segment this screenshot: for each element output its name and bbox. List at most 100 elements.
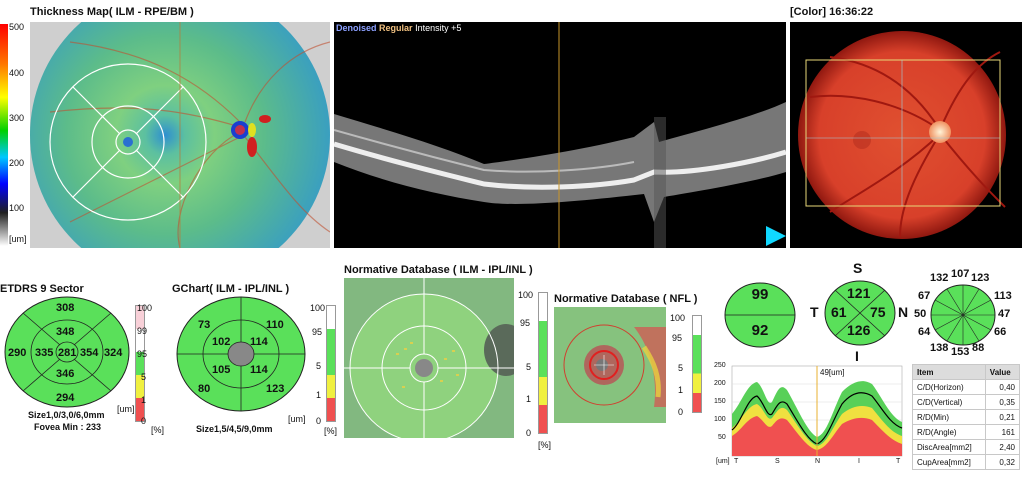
quadrant-n-value: 75 — [870, 304, 886, 320]
gchart-inner-tr: 114 — [250, 336, 268, 348]
percent-scale-1: 100 99 95 5 1 0 [%] — [135, 303, 173, 435]
pct3-tick-5: 5 — [526, 362, 532, 372]
clock-4: 66 — [994, 326, 1007, 338]
clock-hour-chart: 107 123 113 47 66 88 153 138 64 50 67 13… — [910, 266, 1016, 360]
tsnit-cursor-label: 49[um] — [820, 368, 845, 377]
table-cell-item: R/D(Angle) — [912, 424, 986, 440]
pct2-tick-1: 1 — [316, 390, 322, 400]
quadrant-circle — [824, 280, 896, 346]
scale-tick-200: 200 — [9, 158, 25, 168]
table-row: R/D(Min) 0,21 — [912, 409, 1021, 425]
tsnit-profile-chart: 49[um] 250 200 150 100 50 [um] T S N I T — [712, 362, 906, 472]
tsnit-x-s: S — [775, 458, 780, 465]
tsnit-y-150: 150 — [714, 398, 726, 405]
clock-7: 138 — [930, 342, 949, 354]
oct-bscan-panel[interactable]: Denoised Regular Intensity +5 — [334, 22, 786, 248]
thickness-map-image — [30, 22, 330, 248]
disc-parameters-table: Item Value C/D(Horizon) 0,40 C/D(Vertica… — [912, 364, 1021, 470]
quadrant-label-t: T — [810, 304, 819, 320]
gchart-grid — [176, 296, 306, 412]
normative-gcl-map[interactable] — [344, 278, 514, 438]
clock-12: 107 — [951, 268, 970, 280]
pct4-tick-1: 1 — [678, 385, 684, 395]
gchart-outer-br: 123 — [266, 383, 285, 395]
gchart-title: GChart( ILM - IPL/INL ) — [172, 283, 290, 295]
gchart-chart: 73 110 102 114 105 114 80 123 — [176, 296, 306, 412]
clock-6: 153 — [951, 346, 970, 358]
pct4-tick-95: 95 — [672, 333, 683, 343]
cd-circle-shape — [724, 282, 796, 348]
etdrs-inner-t: 335 — [35, 347, 54, 359]
table-cell-value: 0,40 — [984, 379, 1021, 395]
gchart-inner-bl: 105 — [212, 364, 231, 376]
cd-bottom-value: 92 — [751, 322, 769, 339]
tsnit-x-t2: T — [896, 458, 901, 465]
thickness-color-scale: 500 400 300 200 100 [um] — [0, 22, 30, 248]
etdrs-chart: 308 348 290 335 281 354 324 346 294 — [4, 296, 130, 408]
pct1-tick-100: 100 — [137, 303, 153, 313]
quadrant-t-value: 61 — [831, 304, 847, 320]
clock-9: 50 — [914, 308, 927, 320]
scale-tick-400: 400 — [9, 68, 25, 78]
tsnit-x-i: I — [858, 458, 860, 465]
pct2-tick-95: 95 — [312, 327, 323, 337]
normative-nfl-title: Normative Database ( NFL ) — [554, 293, 698, 305]
normative-nfl-image — [554, 307, 666, 423]
quadrant-chart: S I T N 121 61 75 126 — [806, 260, 912, 368]
clock-hour-circle — [930, 284, 996, 346]
fundus-photo-panel[interactable] — [790, 22, 1022, 248]
pct2-tick-5: 5 — [316, 361, 322, 371]
thickness-map-panel[interactable] — [30, 22, 330, 248]
oct-bscan-image — [334, 22, 786, 248]
scale-tick-100: 100 — [9, 203, 25, 213]
tsnit-unit: [um] — [716, 458, 730, 465]
table-header-value: Value — [984, 364, 1021, 380]
table-header-row: Item Value — [912, 364, 1021, 380]
etdrs-outer-n: 324 — [104, 347, 123, 359]
percent-scale-3: 100 95 5 1 0 [%] — [518, 290, 552, 454]
etdrs-inner-s: 348 — [56, 326, 75, 338]
table-cell-item: R/D(Min) — [912, 409, 986, 425]
quadrant-i-value: 126 — [847, 322, 871, 338]
fundus-image — [798, 31, 1006, 239]
pct3-tick-1: 1 — [526, 394, 532, 404]
gchart-outer-tl: 73 — [198, 319, 211, 331]
pct1-tick-95: 95 — [137, 349, 148, 359]
scale-unit: [um] — [9, 234, 27, 244]
label-denoised: Denoised — [336, 23, 377, 33]
normative-nfl-map[interactable] — [554, 307, 666, 423]
pct4-tick-0: 0 — [678, 407, 684, 417]
gchart-outer-bl: 80 — [198, 383, 211, 395]
clock-2: 113 — [994, 290, 1012, 302]
etdrs-fovea-min: Fovea Min : 233 — [34, 422, 102, 432]
normative-gcl-title: Normative Database ( ILM - IPL/INL ) — [344, 264, 533, 276]
pct1-tick-0: 0 — [141, 416, 147, 426]
pct4-tick-5: 5 — [678, 363, 684, 373]
clock-8: 64 — [918, 326, 931, 338]
quadrant-label-i: I — [855, 348, 859, 364]
table-cell-value: 0,32 — [984, 454, 1021, 470]
quadrant-label-s: S — [853, 260, 863, 276]
gchart-size: Size1,5/4,5/9,0mm — [196, 424, 273, 434]
etdrs-grid — [4, 296, 130, 408]
etdrs-unit: [um] — [117, 404, 135, 414]
table-cell-item: DiscArea[mm2] — [912, 439, 986, 455]
tsnit-y-200: 200 — [714, 380, 726, 387]
table-row: C/D(Horizon) 0,40 — [912, 379, 1021, 395]
pct1-unit: [%] — [151, 425, 165, 435]
normative-gcl-image — [344, 278, 514, 438]
tsnit-y-50: 50 — [718, 434, 726, 441]
tsnit-y-100: 100 — [714, 416, 726, 423]
pct4-tick-100: 100 — [670, 313, 686, 323]
etdrs-outer-t: 290 — [8, 347, 27, 359]
pct2-tick-0: 0 — [316, 416, 322, 426]
table-cell-item: C/D(Horizon) — [912, 379, 986, 395]
gchart-unit: [um] — [288, 414, 306, 424]
pct3-unit: [%] — [538, 440, 552, 450]
etdrs-outer-s: 308 — [56, 302, 75, 314]
etdrs-size: Size1,0/3,0/6,0mm — [28, 410, 105, 420]
etdrs-center: 281 — [58, 347, 77, 359]
table-cell-value: 0,21 — [984, 409, 1021, 425]
table-cell-item: CupArea[mm2] — [912, 454, 986, 470]
pct2-unit: [%] — [324, 426, 338, 436]
